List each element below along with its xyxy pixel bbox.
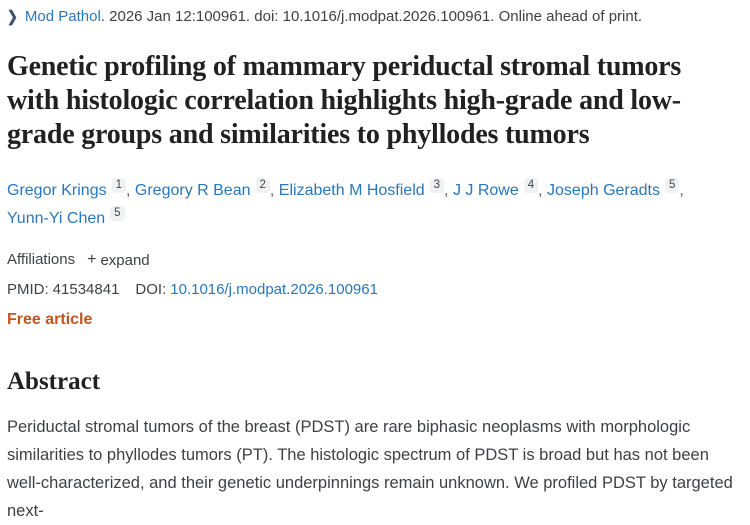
author-affiliation-superscript[interactable]: 4 [523, 178, 539, 193]
expand-label: expand [100, 251, 150, 269]
free-article-badge: Free article [7, 311, 93, 328]
author-separator: , [126, 182, 135, 199]
doi-group: DOI: 10.1016/j.modpat.2026.100961 [135, 281, 378, 298]
author-affiliation-superscript[interactable]: 5 [110, 206, 125, 221]
journal-citation-bar: ❯ Mod Pathol. 2026 Jan 12:100961. doi: 10… [7, 8, 735, 26]
author-link[interactable]: J J Rowe [452, 182, 519, 199]
journal-link[interactable]: Mod Pathol [24, 8, 101, 25]
author-separator: , [444, 182, 453, 199]
author-affiliation-superscript[interactable]: 1 [111, 178, 126, 193]
affiliations-row: Affiliations + expand [7, 250, 735, 270]
author-link[interactable]: Gregor Krings [7, 182, 107, 199]
author-link[interactable]: Elizabeth M Hosfield [278, 182, 425, 199]
journal-toggle-chevron-icon[interactable]: ❯ [7, 7, 18, 26]
citation-text: . 2026 Jan 12:100961. doi: 10.1016/j.mod… [100, 8, 643, 25]
identifiers-row: PMID: 41534841 DOI: 10.1016/j.modpat.2026.1… [7, 280, 735, 300]
author-affiliation-superscript[interactable]: 5 [664, 178, 680, 193]
abstract-heading: Abstract [7, 368, 101, 395]
authors-list: Gregor Krings 1, Gregory R Bean 2, Elizabe… [7, 177, 707, 233]
author-separator: , [679, 182, 684, 199]
author-separator: , [538, 182, 548, 199]
article-title: Genetic profiling of mammary periductal … [7, 51, 682, 150]
author-link[interactable]: Yunn-Yi Chen [7, 210, 106, 227]
author-affiliation-superscript[interactable]: 2 [255, 178, 270, 193]
doi-label: DOI: [135, 281, 167, 298]
author-link[interactable]: Gregory R Bean [134, 182, 251, 199]
author-link[interactable]: Joseph Geradts [547, 182, 660, 199]
affiliations-label: Affiliations [7, 251, 76, 268]
author-affiliation-superscript[interactable]: 3 [429, 178, 445, 193]
doi-link[interactable]: 10.1016/j.modpat.2026.100961 [170, 281, 378, 298]
affiliations-expand-button[interactable]: + expand [87, 251, 150, 269]
pmid-value: 41534841 [52, 281, 120, 298]
pmid-label: PMID: [7, 281, 49, 298]
author-separator: , [269, 182, 279, 199]
abstract-text: Periductal stromal tumors of the breast … [7, 418, 733, 520]
plus-icon: + [87, 251, 97, 268]
